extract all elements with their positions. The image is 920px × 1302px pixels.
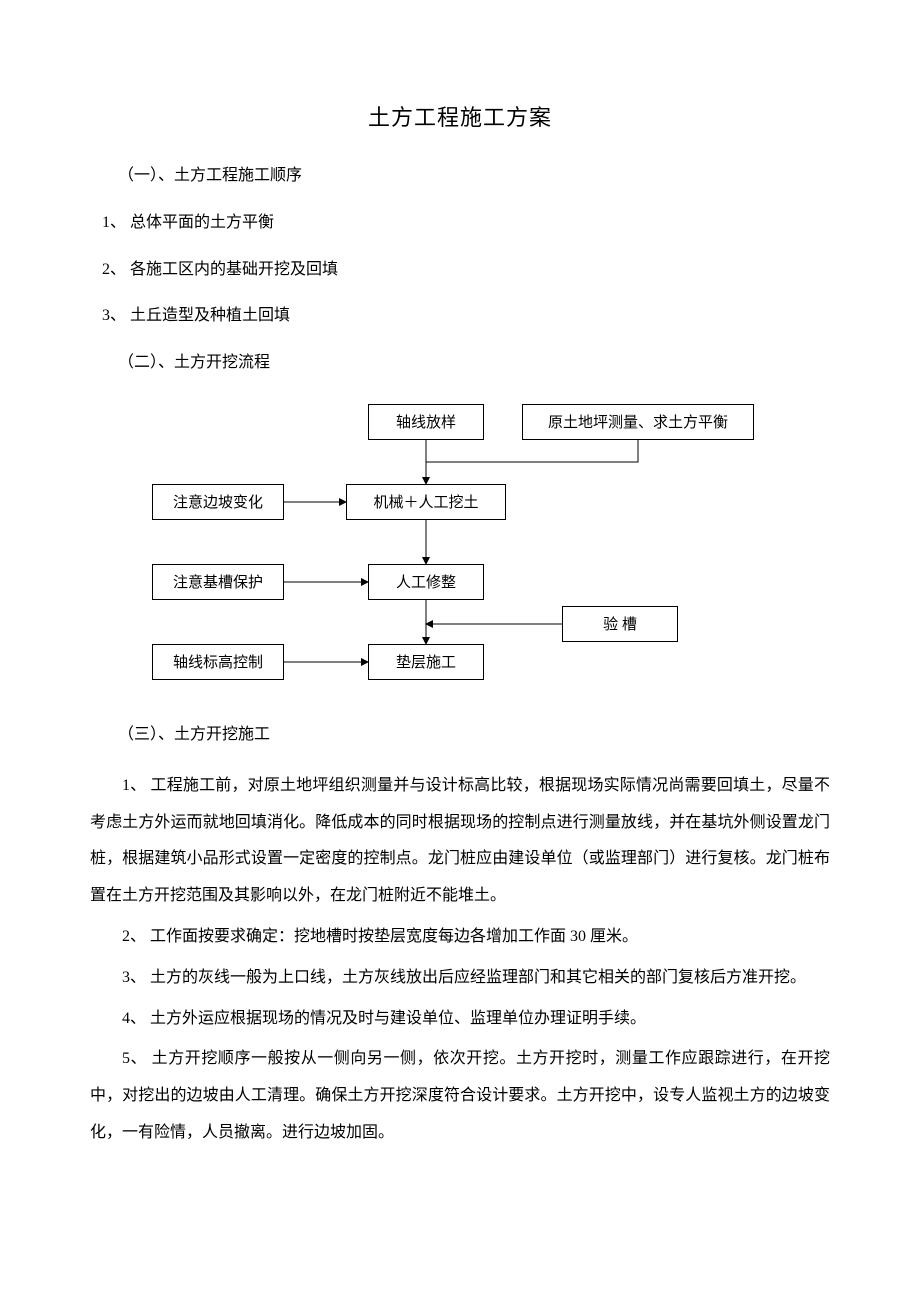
section-3-p2: 2、 工作面按要求确定：挖地槽时按垫层宽度每边各增加工作面 30 厘米。 xyxy=(90,919,830,956)
flow-node-n1: 轴线放样 xyxy=(368,404,484,440)
section-1-item-3: 3、 土丘造型及种植土回填 xyxy=(90,302,830,331)
flow-node-n5: 人工修整 xyxy=(368,564,484,600)
flow-node-n4: 注意边坡变化 xyxy=(152,484,284,520)
flow-node-n3: 机械＋人工挖土 xyxy=(346,484,506,520)
flow-node-n8: 垫层施工 xyxy=(368,644,484,680)
section-1-item-2: 2、 各施工区内的基础开挖及回填 xyxy=(90,256,830,285)
section-3-header: （三）、土方开挖施工 xyxy=(90,721,830,750)
section-3-p5: 5、 土方开挖顺序一般按从一侧向另一侧，依次开挖。土方开挖时，测量工作应跟踪进行… xyxy=(90,1041,830,1151)
flow-node-n2: 原土地坪测量、求土方平衡 xyxy=(522,404,754,440)
section-3-p1: 1、 工程施工前，对原土地坪组织测量并与设计标高比较，根据现场实际情况尚需要回填… xyxy=(90,768,830,915)
flow-node-n7: 验 槽 xyxy=(562,606,678,642)
flow-node-n6: 注意基槽保护 xyxy=(152,564,284,600)
section-3-p3: 3、 土方的灰线一般为上口线，土方灰线放出后应经监理部门和其它相关的部门复核后方… xyxy=(90,960,830,997)
section-2-header: （二）、土方开挖流程 xyxy=(90,349,830,378)
section-3-p4: 4、 土方外运应根据现场的情况及时与建设单位、监理单位办理证明手续。 xyxy=(90,1001,830,1038)
flow-node-n9: 轴线标高控制 xyxy=(152,644,284,680)
section-1-item-1: 1、 总体平面的土方平衡 xyxy=(90,209,830,238)
flowchart: 轴线放样 原土地坪测量、求土方平衡机械＋人工挖土 注意边坡变化人工修整 注意基槽保护验… xyxy=(90,396,830,706)
document-title: 土方工程施工方案 xyxy=(90,100,830,132)
section-1-header: （一）、土方工程施工顺序 xyxy=(90,162,830,191)
